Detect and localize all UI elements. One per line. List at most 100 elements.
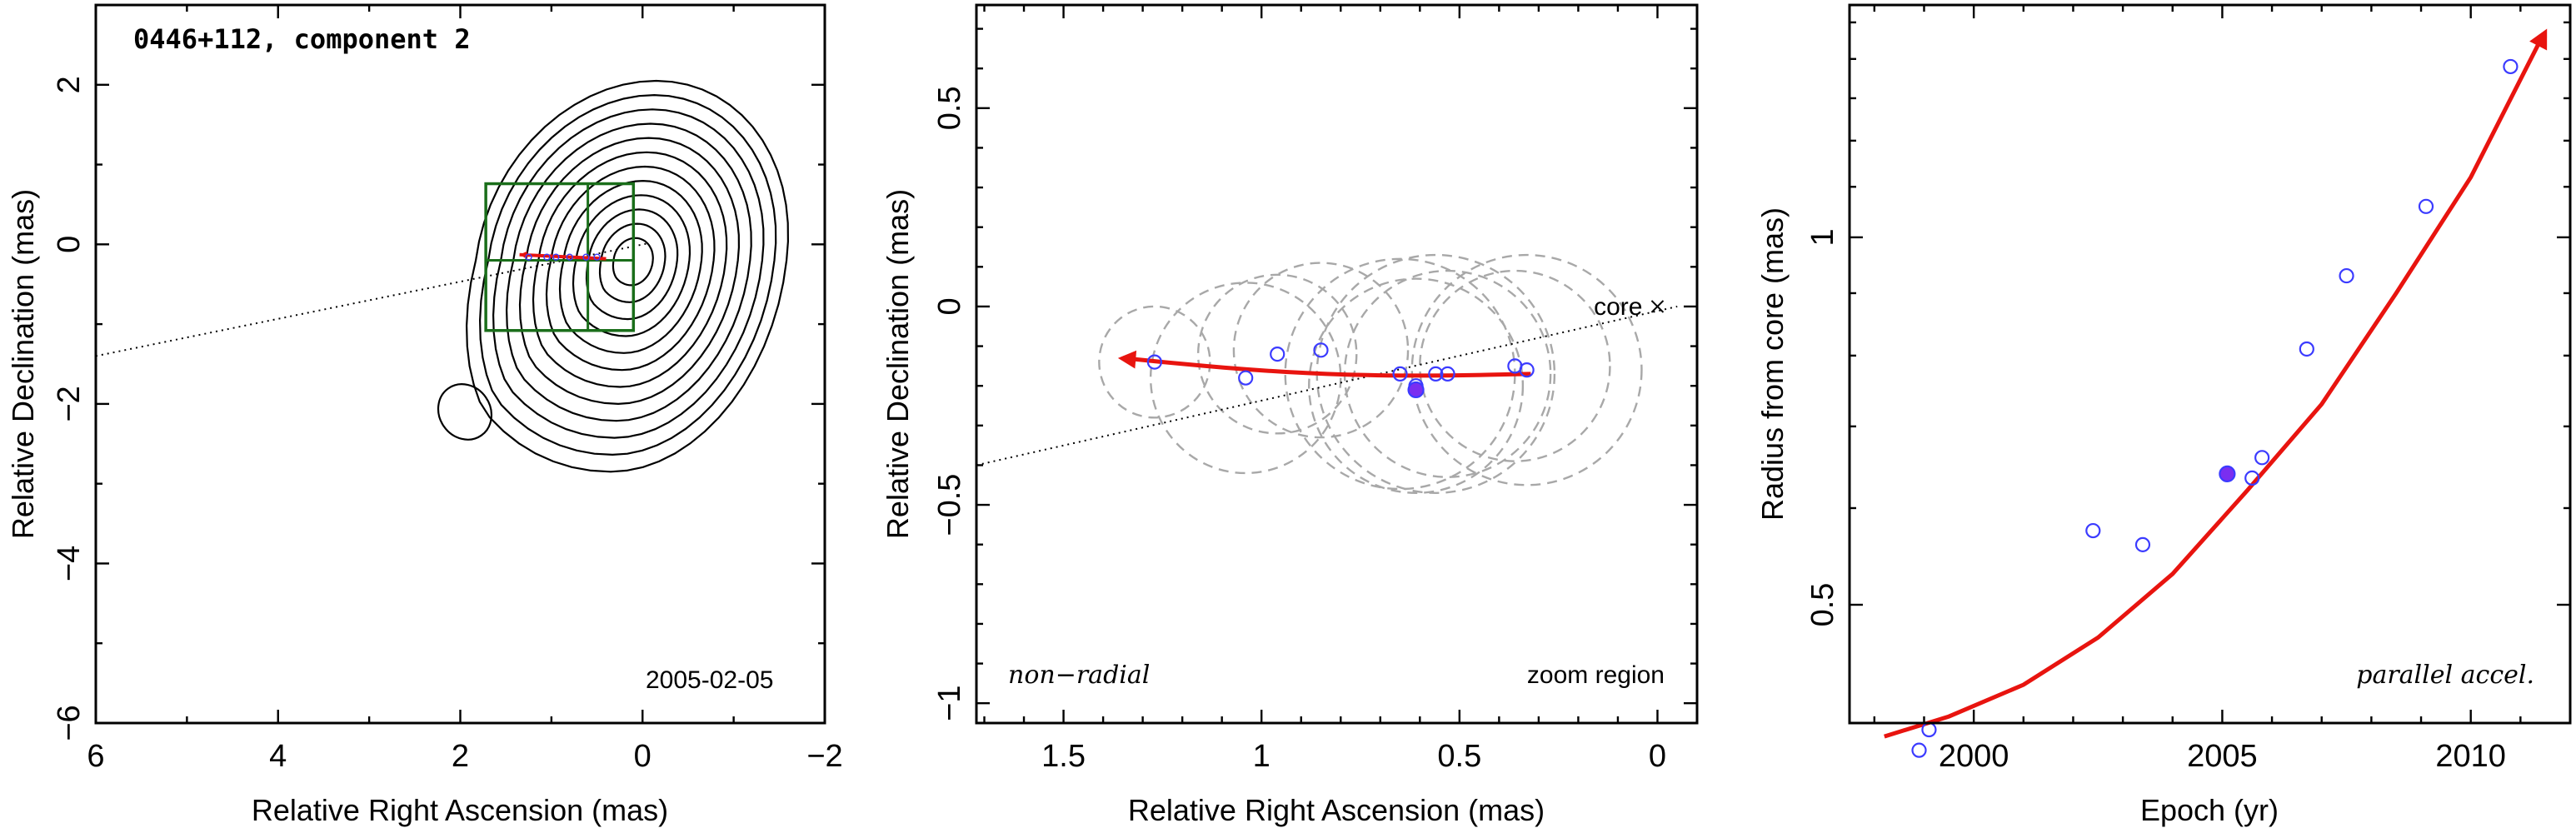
panel-2-right-annotation: zoom region [1527, 661, 1665, 689]
y-tick-label: 2 [52, 76, 87, 93]
motion-track [1122, 356, 1531, 378]
panel-2-frame [975, 3, 1699, 725]
x-tick-label: 2000 [1939, 739, 2009, 774]
contour-line [492, 108, 765, 439]
epoch-point [1313, 342, 1329, 358]
panel-zoom-region: core 1.5 1 0.5 0 0.5 0 −0.5 −1 non−radial zoom … [881, 3, 1699, 827]
epoch-point [1428, 366, 1444, 382]
fit-curve [1884, 39, 2543, 739]
x-tick-label: 2 [452, 739, 469, 774]
epoch-point-filled [1407, 381, 1425, 399]
x-tick-label: 1.5 [1041, 739, 1086, 774]
contour-line [505, 122, 752, 422]
panel-radius-vs-epoch: 2000 2005 2010 0.5 1 parallel accel. Epoch (… [1755, 3, 2572, 827]
epoch-point [1519, 362, 1535, 378]
panel-3-frame [1848, 3, 2572, 725]
panel-2-plot-area: core [976, 253, 1678, 494]
motion-track [519, 252, 607, 261]
contour-line [558, 179, 703, 354]
beam-circle [1419, 269, 1611, 462]
y-tick-label: 0 [932, 297, 967, 315]
epoch-point [2299, 341, 2314, 357]
epoch-point [2503, 58, 2519, 75]
y-tick-label: −6 [52, 705, 87, 741]
contour-line [478, 93, 777, 456]
small-epoch-point [552, 253, 560, 261]
contour-line [598, 222, 666, 303]
motion-track-arrowhead [1117, 350, 1137, 369]
panel-3-annotation: parallel accel. [2356, 661, 2534, 690]
x-tick-label: 0 [1649, 739, 1666, 774]
panel-1-title: 0446+112, component 2 [133, 23, 471, 55]
panel-3-x-axis-label: Epoch (yr) [2140, 793, 2279, 827]
contour-line [465, 79, 790, 473]
contour-line [518, 137, 741, 406]
contour-line [532, 151, 728, 388]
panel-1-ticks: 6 4 2 0 −2 2 0 −2 −4 −6 [52, 3, 843, 774]
panel-source-map: 6 4 2 0 −2 2 0 −2 −4 −6 0446+112, component 2 200… [6, 3, 843, 827]
core-axis-line [95, 242, 647, 357]
fit-curve-arrowhead [2529, 28, 2548, 51]
small-contour [437, 383, 493, 441]
x-tick-label: 1 [1253, 739, 1271, 774]
x-tick-label: −2 [806, 739, 842, 774]
x-tick-label: 2005 [2187, 739, 2258, 774]
epoch-point [1911, 742, 1927, 758]
panel-1-y-axis-label: Relative Declination (mas) [6, 189, 40, 539]
x-tick-label: 2010 [2435, 739, 2506, 774]
panel-1-x-axis-label: Relative Right Ascension (mas) [252, 793, 668, 827]
contour-line [572, 194, 691, 337]
beam-circle [1308, 277, 1525, 494]
epoch-point [1270, 346, 1286, 362]
panel-2-ticks: 1.5 1 0.5 0 0.5 0 −0.5 −1 [932, 5, 1697, 774]
small-epoch-point [582, 253, 590, 261]
epoch-point [1392, 366, 1408, 382]
y-tick-label: 0.5 [932, 86, 967, 130]
panel-2-left-annotation: non−radial [1008, 661, 1150, 690]
x-tick-label: 6 [87, 739, 104, 774]
panel-2-y-axis-label: Relative Declination (mas) [881, 189, 915, 539]
beam-circle [1098, 305, 1211, 419]
epoch-point [1440, 366, 1455, 382]
panel-3-y-axis-label: Radius from core (mas) [1755, 207, 1790, 521]
panel-3-ticks: 2000 2005 2010 0.5 1 [1805, 5, 2572, 774]
zoom-box [484, 182, 636, 332]
panel-2-x-axis-label: Relative Right Ascension (mas) [1128, 793, 1545, 827]
small-epoch-point [543, 253, 551, 261]
epoch-point [1238, 370, 1254, 386]
small-epoch-point [566, 253, 573, 261]
epoch-point-filled [2219, 465, 2236, 483]
contour-line [585, 208, 679, 321]
epoch-point [2134, 536, 2151, 552]
epoch-point [2418, 198, 2434, 214]
contour-line [612, 237, 654, 287]
y-tick-label: 1 [1805, 228, 1840, 246]
panel-1-plot-area [95, 79, 790, 473]
small-epoch-point [525, 253, 532, 261]
x-tick-label: 0.5 [1437, 739, 1481, 774]
panel-3-plot-area [1884, 28, 2548, 758]
y-tick-label: 0.5 [1805, 583, 1840, 627]
epoch-point [2339, 267, 2354, 284]
epoch-point [2244, 470, 2260, 486]
x-tick-label: 0 [634, 739, 651, 774]
beam-circle [1196, 273, 1358, 435]
epoch-point [2254, 450, 2270, 466]
y-tick-label: −1 [932, 686, 967, 721]
beam-circle [1410, 253, 1643, 486]
core-marker [1650, 300, 1665, 313]
epoch-point [2085, 522, 2101, 539]
contour-line [545, 165, 716, 372]
y-tick-label: −4 [52, 546, 87, 581]
y-tick-label: 0 [52, 236, 87, 253]
y-tick-label: −2 [52, 386, 87, 421]
beam-circle [1149, 282, 1342, 475]
y-tick-label: −0.5 [932, 474, 967, 536]
beam-circle [1232, 262, 1410, 439]
panel-1-date-label: 2005-02-05 [646, 666, 773, 694]
epoch-point [1146, 354, 1162, 370]
x-tick-label: 4 [269, 739, 287, 774]
small-epoch-point [593, 253, 601, 261]
